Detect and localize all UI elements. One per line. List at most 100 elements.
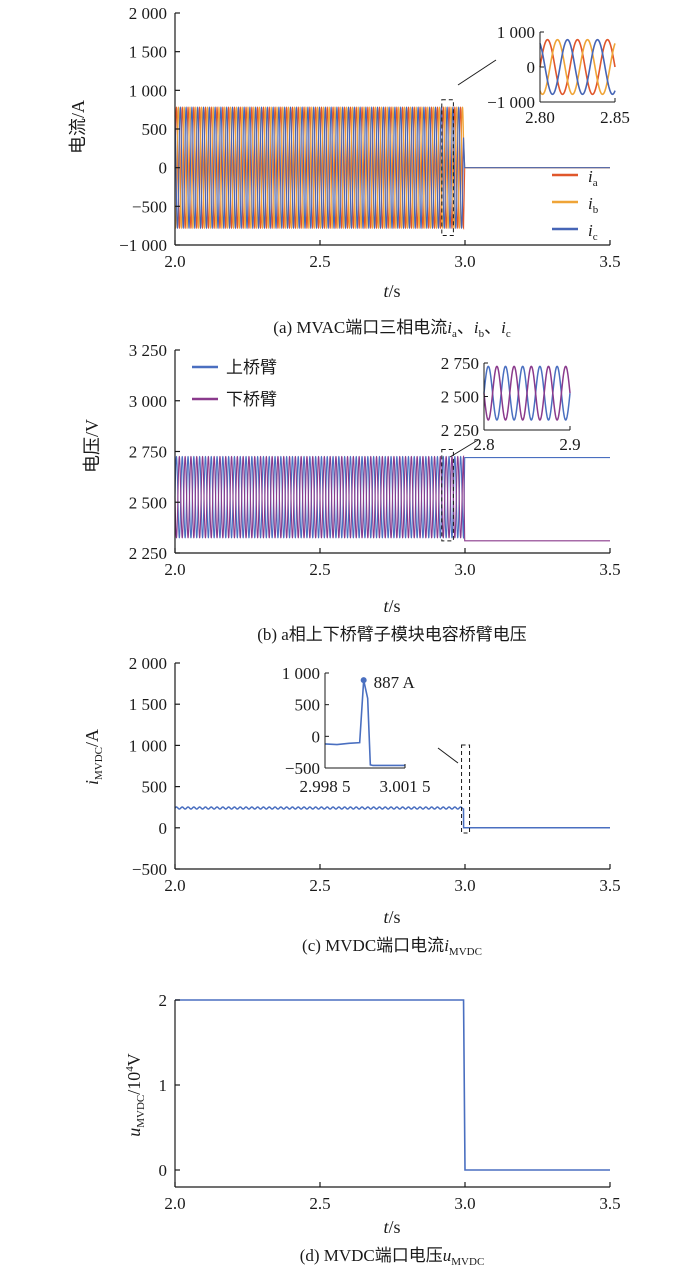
y-tick-label: 1 500 [129,695,167,714]
y-tick-label: 2 250 [129,544,167,563]
x-tick-label: 3.5 [599,252,620,271]
panel-b-ylabel: 电压/V [82,419,102,473]
inset-x-tick-label: 2.8 [473,435,494,454]
panel-d-plot-lines [175,999,610,1171]
inset-y-tick-label: 2 750 [441,354,479,373]
panel-c-zoom-window [461,744,471,834]
y-tick-label: 2 500 [129,493,167,512]
peak-marker [360,677,367,684]
y-tick-label: −1 000 [119,236,167,255]
legend-label-a: ia [588,167,598,189]
y-tick-label: 500 [142,778,168,797]
x-tick-label: 2.0 [164,560,185,579]
x-tick-label: 3.5 [599,1194,620,1213]
legend-label-upper: 上桥臂 [226,358,277,377]
x-tick-label: 2.0 [164,876,185,895]
panel-c: 2.0 2.5 3.0 3.5 −500 0 500 1 000 1 500 2 000 887 … [82,654,621,958]
inset-series-line-c [539,38,616,96]
panel-a: 2.0 2.5 3.0 3.5 −1 000 −500 0 500 1 000 1 500 2 00… [68,4,630,340]
panel-c-caption: (c) MVDC端口电流iMVDC [302,936,482,958]
panel-b-xlabel: t/s [383,596,400,616]
inset-x-tick-label: 2.9 [559,435,580,454]
legend-label-b: ib [588,194,599,216]
y-tick-label: 3 000 [129,392,167,411]
panel-a-xlabel: t/s [383,281,400,301]
panel-c-ylabel: iMVDC/A [82,729,105,785]
series-line-下桥臂 [174,455,610,542]
x-tick-label: 2.5 [309,252,330,271]
panel-b-zoom-window [441,448,454,542]
y-tick-label: 0 [159,819,168,838]
panel-b-legend: 上桥臂 下桥臂 [192,358,277,409]
inset-y-tick-label: −1 000 [487,93,535,112]
panel-a-caption: (a) MVAC端口三相电流ia、ib、ic [273,318,511,340]
inset-series-line-下桥臂 [483,365,571,421]
panel-d: 2.0 2.5 3.0 3.5 0 1 2 uMVDC/104V t/s (d) MVDC端… [124,991,621,1268]
x-tick-label: 2.5 [309,1194,330,1213]
inset-y-tick-label: 1 000 [282,664,320,683]
series-line-c [174,106,610,230]
legend-label-lower: 下桥臂 [226,390,277,409]
y-tick-label: 0 [159,1161,168,1180]
inset-y-tick-label: 500 [295,696,321,715]
y-tick-label: 2 750 [129,443,167,462]
inset-x-tick-label: 2.80 [525,108,555,127]
panel-c-zoom-connector [437,747,459,764]
y-tick-label: 1 500 [129,43,167,62]
panel-b-plot-lines [174,455,610,542]
y-tick-label: −500 [132,197,167,216]
y-tick-label: 3 250 [129,341,167,360]
y-tick-label: 1 [159,1076,168,1095]
inset-y-tick-label: 2 250 [441,421,479,440]
series-line-u-mvdc [175,999,610,1171]
x-tick-label: 2.0 [164,1194,185,1213]
inset-x-tick-label: 2.998 5 [300,777,351,796]
inset-background [540,32,615,102]
panel-a-axes: 2.0 2.5 3.0 3.5 −1 000 −500 0 500 1 000 1 500 2 00… [119,4,620,271]
panel-c-xlabel: t/s [383,907,400,927]
panel-b-zoom-connector [449,439,479,458]
x-tick-label: 3.0 [454,560,475,579]
y-tick-label: 1 000 [129,81,167,100]
x-tick-label: 2.0 [164,252,185,271]
x-tick-label: 3.5 [599,560,620,579]
series-line-i-mvdc [174,806,610,829]
y-tick-label: −500 [132,860,167,879]
y-tick-label: 500 [142,120,168,139]
inset-y-tick-label: −500 [285,759,320,778]
panel-a-zoom-connector [457,59,497,86]
panel-a-ylabel: 电流/A [68,100,88,154]
inset-y-tick-label: 0 [312,727,321,746]
x-tick-label: 3.0 [454,876,475,895]
x-tick-label: 3.0 [454,252,475,271]
inset-y-tick-label: 2 500 [441,388,479,407]
inset-x-tick-label: 2.85 [600,108,630,127]
y-tick-label: 1 000 [129,736,167,755]
x-tick-label: 3.5 [599,876,620,895]
panel-c-axes: 2.0 2.5 3.0 3.5 −500 0 500 1 000 1 500 2 000 [129,654,621,895]
panel-d-xlabel: t/s [383,1217,400,1237]
inset-x-tick-label: 3.001 5 [380,777,431,796]
panel-a-legend: ia ib ic [552,167,599,243]
panel-d-axes: 2.0 2.5 3.0 3.5 0 1 2 [159,991,621,1213]
panel-a-plot-lines [174,106,610,231]
panel-a-zoom-window [441,99,454,237]
legend-label-c: ic [588,221,598,243]
y-tick-label: 2 000 [129,654,167,673]
y-tick-label: 2 000 [129,4,167,23]
x-tick-label: 2.5 [309,876,330,895]
y-tick-label: 0 [159,159,168,178]
panel-d-ylabel: uMVDC/104V [124,1053,147,1137]
x-tick-label: 2.5 [309,560,330,579]
x-tick-label: 3.0 [454,1194,475,1213]
inset-y-tick-label: 1 000 [497,23,535,42]
panel-b-caption: (b) a相上下桥臂子模块电容桥臂电压 [257,625,527,644]
peak-label: 887 A [374,673,416,692]
panel-b-axes: 2.0 2.5 3.0 3.5 2 250 2 500 2 750 3 000 3 250 [129,341,621,579]
y-tick-label: 2 [159,991,168,1010]
panel-b: 2.0 2.5 3.0 3.5 2 250 2 500 2 750 3 000 3 250 上桥… [82,341,621,644]
